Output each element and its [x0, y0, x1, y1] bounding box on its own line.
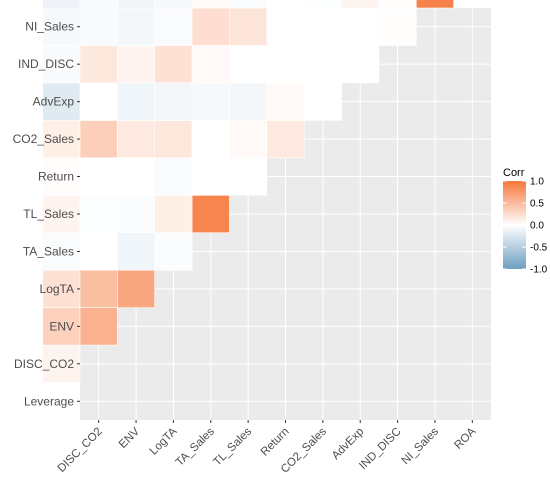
heatmap-cell — [266, 45, 305, 84]
legend-title: Corr — [503, 167, 525, 179]
heatmap-cell — [191, 120, 230, 159]
heatmap-cell — [266, 82, 305, 121]
heatmap-cell — [191, 194, 230, 234]
heatmap-cell — [303, 45, 342, 84]
y-tick-label: NI_Sales — [25, 20, 74, 34]
heatmap-cell — [42, 194, 81, 234]
heatmap-cell — [303, 0, 342, 9]
heatmap-cell — [79, 120, 118, 159]
heatmap-cell — [266, 7, 305, 46]
x-tick-label: ENV — [117, 425, 142, 450]
y-tick-label: TL_Sales — [23, 207, 74, 221]
heatmap-cell — [79, 82, 118, 121]
heatmap-cell — [415, 0, 454, 9]
heatmap-cell — [341, 7, 380, 46]
heatmap-cell — [117, 45, 156, 84]
heatmap-cell — [79, 157, 118, 196]
heatmap-cell — [154, 157, 193, 196]
heatmap-cell — [117, 232, 156, 271]
x-tick-label: Return — [259, 426, 292, 459]
y-tick-label: DISC_CO2 — [14, 357, 74, 371]
y-tick-label: Leverage — [24, 394, 74, 408]
x-tick-label: LogTA — [148, 425, 180, 457]
legend-tick-label: -1.0 — [530, 265, 548, 276]
heatmap-cell — [117, 194, 156, 234]
heatmap-cell — [117, 0, 156, 9]
x-tick-label: ROA — [452, 425, 478, 451]
heatmap-cell — [229, 45, 268, 84]
y-axis-labels: NI_Sales IND_DISC AdvExp CO2_Sales Return TL_… — [13, 20, 80, 408]
heatmap-cell — [266, 0, 305, 9]
heatmap-cell — [117, 269, 156, 308]
heatmap-cell — [191, 157, 230, 196]
heatmap-cells — [42, 0, 454, 383]
heatmap-cell — [229, 7, 268, 46]
heatmap-cell — [79, 194, 118, 234]
heatmap-cell — [154, 0, 193, 9]
heatmap-cell — [117, 157, 156, 196]
heatmap-cell — [79, 0, 118, 9]
y-tick-label: ENV — [49, 319, 74, 333]
heatmap-cell — [79, 45, 118, 84]
heatmap-cell — [154, 45, 193, 84]
heatmap-cell — [341, 45, 380, 84]
x-tick-label: TA_Sales — [174, 425, 217, 468]
y-tick-label: IND_DISC — [18, 57, 74, 71]
legend: Corr 1.0 0.5 0.0 -0.5 -1.0 — [503, 167, 548, 276]
heatmap-cell — [378, 0, 417, 9]
heatmap-cell — [42, 45, 81, 84]
heatmap-cell — [79, 307, 118, 346]
heatmap-cell — [117, 7, 156, 46]
heatmap-cell — [42, 307, 81, 346]
legend-tick-label: -0.5 — [530, 243, 548, 254]
heatmap-cell — [42, 82, 81, 121]
y-tick-label: TA_Sales — [23, 244, 74, 258]
heatmap-cell — [341, 0, 380, 9]
y-tick-label: CO2_Sales — [13, 132, 74, 146]
heatmap-cell — [303, 7, 342, 46]
legend-ticks: 1.0 0.5 0.0 -0.5 -1.0 — [503, 177, 548, 276]
heatmap-cell — [191, 45, 230, 84]
heatmap-cell — [378, 7, 417, 46]
heatmap-cell — [154, 194, 193, 234]
heatmap-cell — [303, 82, 342, 121]
heatmap-cell — [229, 120, 268, 159]
heatmap-cell — [42, 0, 81, 9]
y-tick-label: AdvExp — [33, 95, 75, 109]
x-tick-label: AdvExp — [330, 426, 367, 463]
heatmap-cell — [191, 0, 230, 9]
heatmap-cell — [266, 120, 305, 159]
heatmap-cell — [117, 82, 156, 121]
heatmap-cell — [154, 82, 193, 121]
heatmap-cell — [79, 7, 118, 46]
heatmap-cell — [79, 269, 118, 308]
y-tick-label: Return — [38, 170, 74, 184]
heatmap-cell — [154, 120, 193, 159]
heatmap-cell — [229, 157, 268, 196]
heatmap-cell — [79, 232, 118, 271]
heatmap-cell — [154, 7, 193, 46]
heatmap-cell — [42, 269, 81, 308]
heatmap-cell — [229, 0, 268, 9]
x-tick-label: DISC_CO2 — [56, 426, 105, 475]
legend-colorbar — [503, 181, 526, 269]
heatmap-cell — [117, 120, 156, 159]
heatmap-cell — [154, 232, 193, 271]
heatmap-cell — [191, 82, 230, 121]
x-tick-label: TL_Sales — [211, 425, 254, 468]
y-tick-label: LogTA — [40, 282, 74, 296]
heatmap-cell — [191, 7, 230, 46]
legend-tick-label: 0.0 — [530, 221, 544, 232]
heatmap-cell — [229, 82, 268, 121]
heatmap-cell — [42, 232, 81, 271]
legend-tick-label: 1.0 — [530, 177, 544, 188]
legend-tick-label: 0.5 — [530, 199, 544, 210]
x-tick-label: NI_Sales — [400, 425, 442, 467]
